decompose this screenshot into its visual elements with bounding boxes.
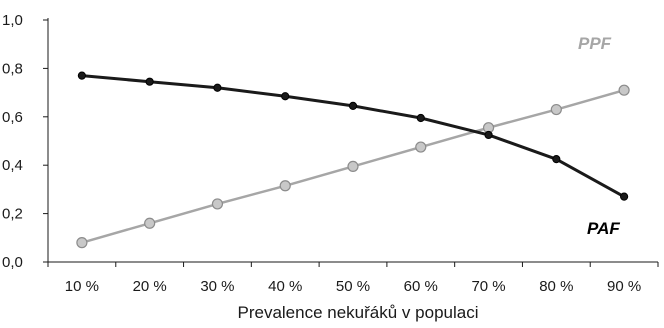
x-tick-label: 20 % (133, 278, 167, 295)
x-tick-label: 90 % (607, 278, 641, 295)
y-tick-label: 1,0 (2, 12, 23, 29)
data-point-paf (77, 71, 86, 80)
y-tick-label: 0,0 (2, 254, 23, 271)
series-label-paf: PAF (587, 219, 620, 238)
x-tick-label: 60 % (404, 278, 438, 295)
x-tick-label: 80 % (539, 278, 573, 295)
data-point-ppf (279, 180, 291, 192)
data-point-ppf (550, 103, 562, 116)
data-point-ppf (144, 217, 156, 229)
series-layer (76, 71, 630, 249)
y-tick-label: 0,6 (2, 109, 23, 126)
data-point-ppf (211, 198, 224, 210)
data-point-paf (281, 92, 290, 101)
data-point-ppf (347, 160, 359, 173)
x-tick-label: 10 % (65, 278, 99, 295)
x-axis: 10 % 20 % 30 % 40 % 50 % 60 % 70 % 80 % 90 % (47, 261, 659, 295)
data-point-paf (484, 130, 493, 140)
y-tick-label: 0,8 (2, 60, 23, 77)
data-point-ppf (415, 141, 427, 153)
y-tick-label: 0,2 (2, 206, 23, 223)
x-tick-label: 30 % (200, 278, 234, 295)
data-point-paf (416, 113, 425, 123)
x-tick-label: 50 % (336, 278, 370, 295)
series-label-layer: PPF PAF (578, 34, 620, 238)
x-tick-label: 40 % (268, 278, 302, 295)
series-line-paf (81, 74, 625, 198)
data-point-paf (145, 77, 154, 86)
data-point-ppf (618, 84, 630, 96)
data-point-paf (552, 155, 561, 164)
data-point-paf (213, 83, 222, 92)
data-point-paf (348, 101, 358, 111)
x-axis-title: Prevalence nekuřáků v populaci (238, 303, 479, 322)
series-label-ppf: PPF (578, 34, 612, 53)
y-axis: 0,0 0,2 0,4 0,6 0,8 1,0 (2, 12, 49, 271)
data-point-ppf (76, 237, 88, 249)
y-tick-label: 0,4 (2, 157, 23, 174)
x-tick-label: 70 % (471, 278, 505, 295)
data-point-paf (620, 192, 629, 201)
